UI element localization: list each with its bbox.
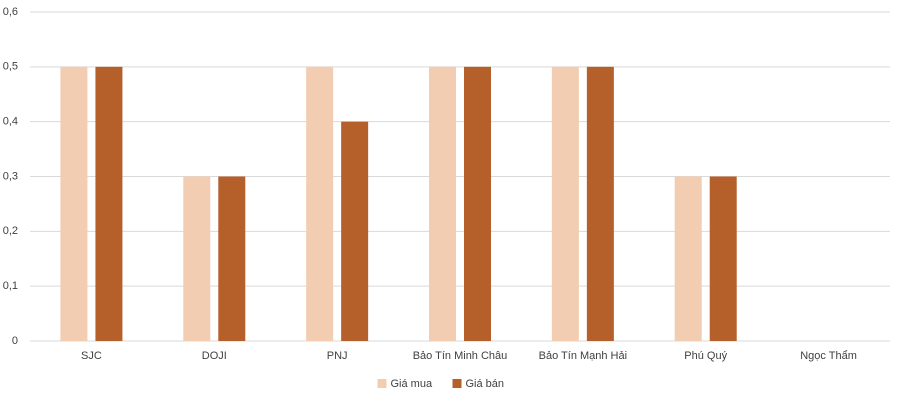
x-tick-label: DOJI [202,350,227,362]
legend-label: Giá mua [391,378,433,390]
y-tick-label: 0,3 [3,170,18,182]
y-tick-label: 0,1 [3,280,18,292]
y-tick-label: 0,5 [3,61,18,73]
legend-swatch [377,379,387,388]
legend-label: Giá bán [466,378,505,390]
bar [95,66,123,341]
bar [60,66,88,341]
y-tick-label: 0,4 [3,116,18,128]
bar [709,176,737,341]
y-tick-label: 0,2 [3,225,18,237]
y-tick-label: 0 [12,335,18,347]
bar [183,176,211,341]
y-tick-label: 0,6 [3,6,18,18]
x-tick-label: SJC [81,350,102,362]
x-tick-label: Ngọc Thẩm [800,350,857,362]
x-tick-label: Bảo Tín Minh Châu [413,350,508,362]
bar [306,66,334,341]
bar [551,66,579,341]
x-tick-label: PNJ [327,350,348,362]
bar [341,121,369,342]
legend-swatch [452,379,462,388]
bar [464,66,491,341]
x-tick-label: Bảo Tín Mạnh Hải [539,350,627,362]
bar [429,66,456,341]
bar [586,66,614,341]
bar [674,176,702,341]
bar [218,176,246,341]
x-tick-label: Phú Quý [684,350,727,362]
